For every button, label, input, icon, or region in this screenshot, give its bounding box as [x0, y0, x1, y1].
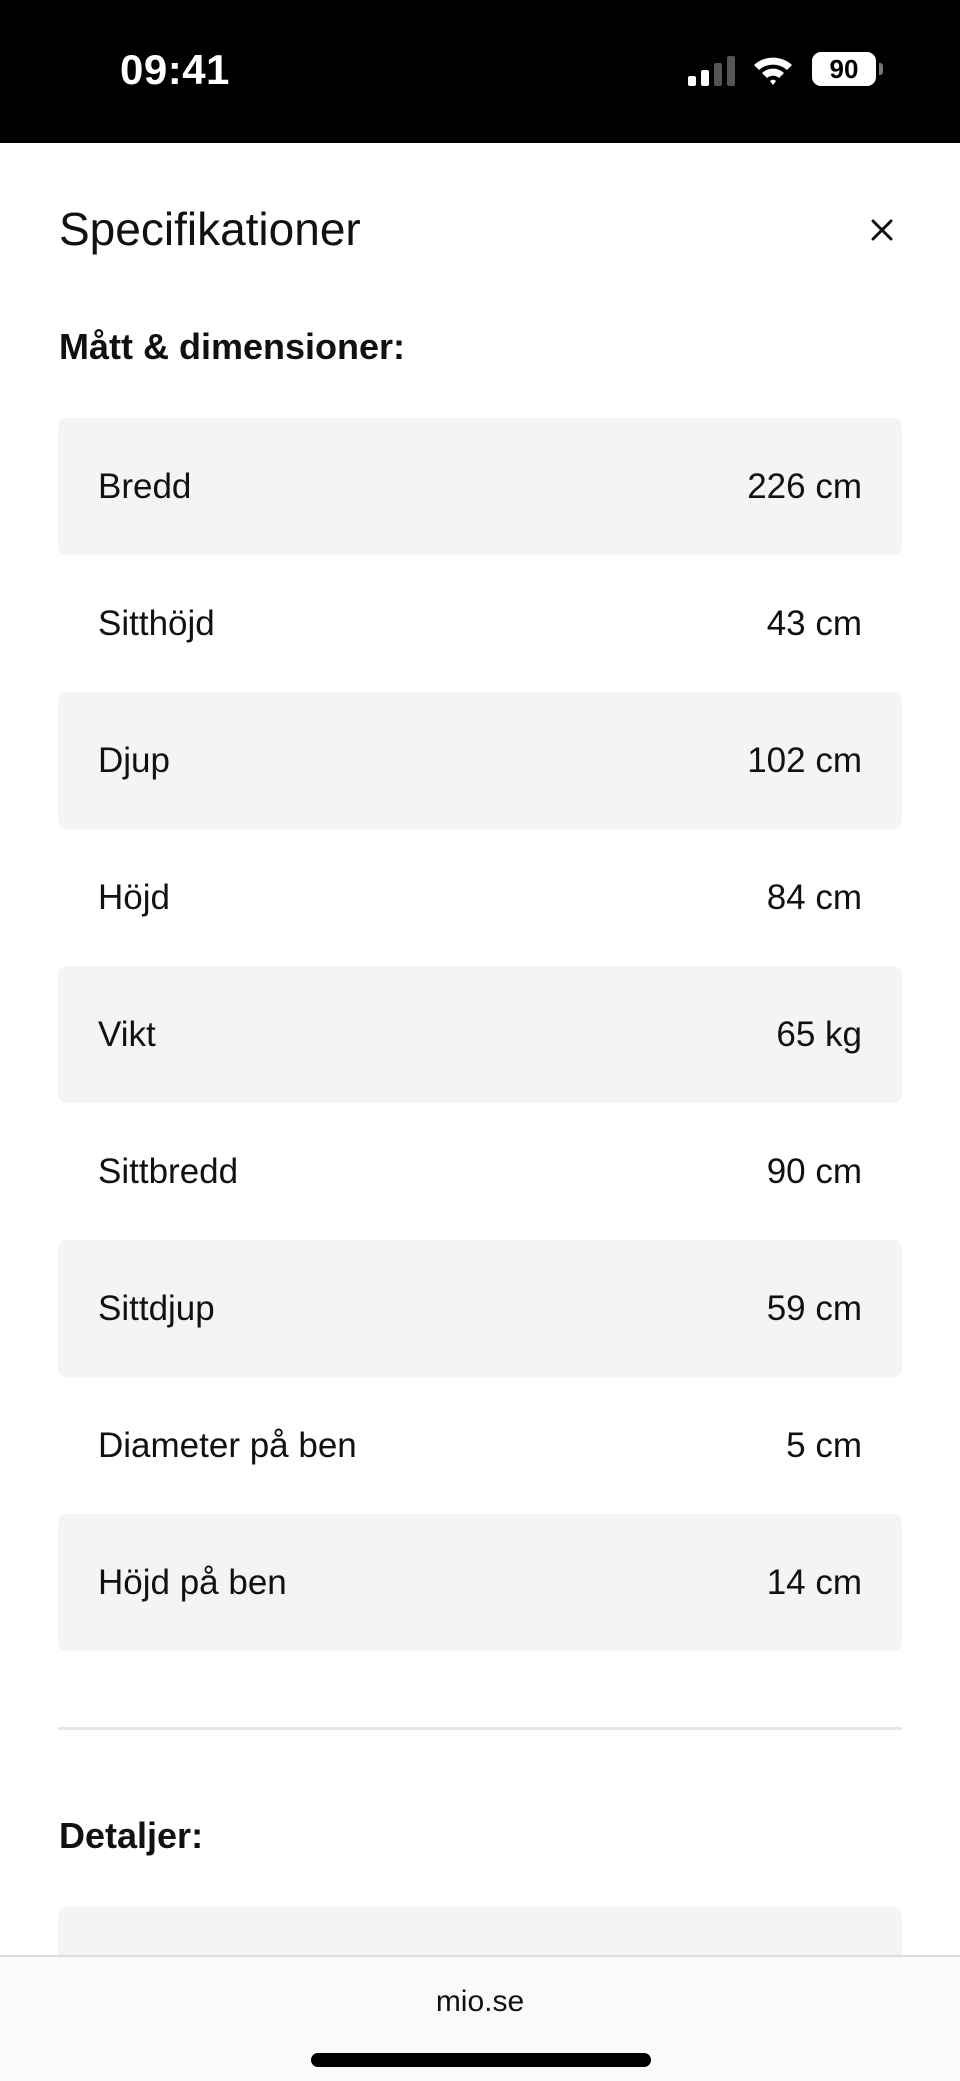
table-row: Diameter på ben 5 cm	[58, 1377, 902, 1514]
status-time: 09:41	[120, 46, 230, 93]
row-value: 90 cm	[766, 1151, 862, 1191]
row-value: 102 cm	[747, 740, 862, 780]
row-value: 65 kg	[776, 1014, 862, 1054]
dimensions-table: Bredd 226 cm Sitthöjd 43 cm Djup 102 cm Höjd 84…	[58, 418, 902, 1651]
row-label: Diameter på ben	[98, 1425, 357, 1465]
dimensions-heading: Mått & dimensioner:	[59, 326, 406, 367]
row-label: Höjd på ben	[98, 1562, 287, 1602]
table-row: Bredd 226 cm	[58, 418, 902, 555]
row-label: Vikt	[98, 1014, 156, 1054]
row-label: Höjd	[98, 877, 170, 917]
table-row: Sitthöjd 43 cm	[58, 555, 902, 692]
table-row: Djup 102 cm	[58, 692, 902, 829]
row-value: 226 cm	[747, 466, 862, 506]
row-value: 5 cm	[786, 1425, 862, 1465]
table-row: Höjd på ben 14 cm	[58, 1514, 902, 1651]
row-value: 84 cm	[766, 877, 862, 917]
page-title: Specifikationer	[59, 203, 361, 255]
row-label: Sitthöjd	[98, 603, 215, 643]
table-row: Sittdjup 59 cm	[58, 1240, 902, 1377]
battery-icon: 90	[812, 52, 883, 86]
status-bar: 09:41 90	[0, 0, 960, 143]
close-icon[interactable]	[860, 208, 904, 252]
row-label: Djup	[98, 740, 170, 780]
home-indicator	[311, 2053, 651, 2067]
table-row: Sittbredd 90 cm	[58, 1103, 902, 1240]
table-row: Höjd 84 cm	[58, 829, 902, 966]
signal-icon	[688, 56, 735, 86]
row-value: 43 cm	[766, 603, 862, 643]
browser-bar: mio.se	[0, 1955, 960, 2081]
row-label: Sittbredd	[98, 1151, 239, 1191]
wifi-icon	[754, 57, 792, 85]
row-label: Bredd	[98, 466, 192, 506]
details-heading: Detaljer:	[59, 1815, 204, 1856]
row-value: 59 cm	[766, 1288, 862, 1328]
row-value: 14 cm	[766, 1562, 862, 1602]
table-row: Vikt 65 kg	[58, 966, 902, 1103]
divider	[58, 1727, 902, 1730]
url-label[interactable]: mio.se	[435, 1985, 525, 2018]
row-label: Sittdjup	[98, 1288, 215, 1328]
